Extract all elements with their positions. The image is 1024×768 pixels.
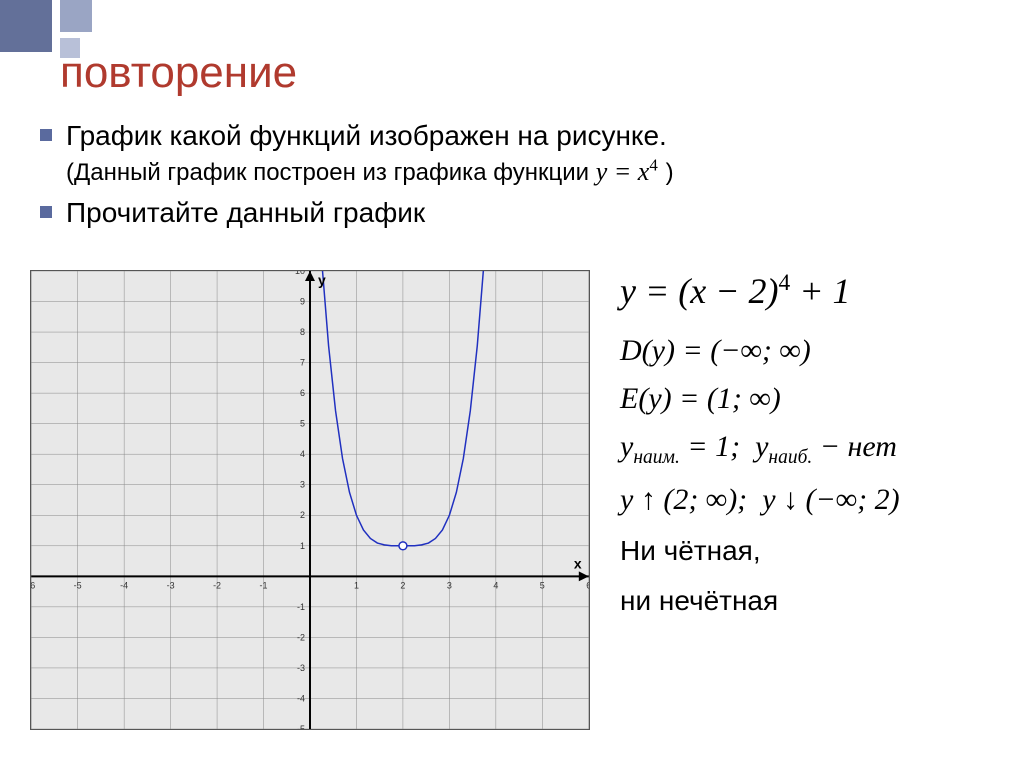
svg-text:9: 9 xyxy=(300,297,305,307)
svg-text:3: 3 xyxy=(300,480,305,490)
svg-text:4: 4 xyxy=(300,449,305,459)
content-row: -6-5-4-3-2-1123456-5-4-3-2-112345678910 … xyxy=(30,270,1010,730)
svg-text:-1: -1 xyxy=(297,602,305,612)
svg-text:-5: -5 xyxy=(74,580,82,590)
extrema-line: yнаим. = 1; yнаиб. − нет xyxy=(620,430,1010,469)
axis-label-x: x xyxy=(574,555,582,571)
svg-text:-2: -2 xyxy=(297,632,305,642)
bullet-text-1: График какой функций изображен на рисунк… xyxy=(66,118,674,189)
monotone-line: y ↑ (2; ∞); y ↓ (−∞; 2) xyxy=(620,483,1010,517)
bullet1-formula: y = x4 xyxy=(596,157,658,186)
math-column: y = (x − 2)4 + 1 D(y) = (−∞; ∞) E(y) = (… xyxy=(620,270,1010,730)
svg-text:8: 8 xyxy=(300,327,305,337)
svg-text:-6: -6 xyxy=(31,580,35,590)
svg-text:4: 4 xyxy=(493,580,498,590)
bullet-text-2: Прочитайте данный график xyxy=(66,195,425,230)
axes xyxy=(31,271,589,729)
svg-text:1: 1 xyxy=(300,541,305,551)
svg-text:6: 6 xyxy=(300,388,305,398)
svg-text:-5: -5 xyxy=(297,724,305,729)
graph-svg: -6-5-4-3-2-1123456-5-4-3-2-112345678910 … xyxy=(31,271,589,729)
range-line: E(y) = (1; ∞) xyxy=(620,382,1010,416)
deco-square-medium xyxy=(60,0,92,32)
bullet-marker-icon xyxy=(40,129,52,141)
bullet-marker-icon xyxy=(40,206,52,218)
vertex-marker xyxy=(399,542,407,550)
svg-text:1: 1 xyxy=(354,580,359,590)
graph-panel: -6-5-4-3-2-1123456-5-4-3-2-112345678910 … xyxy=(30,270,590,730)
svg-text:2: 2 xyxy=(300,510,305,520)
svg-text:-4: -4 xyxy=(297,693,305,703)
svg-text:6: 6 xyxy=(586,580,589,590)
svg-text:-4: -4 xyxy=(120,580,128,590)
svg-text:-3: -3 xyxy=(297,663,305,673)
bullet1-line2-suffix: ) xyxy=(666,159,674,186)
svg-text:7: 7 xyxy=(300,358,305,368)
deco-square-large xyxy=(0,0,52,52)
bullet1-line2-prefix: (Данный график построен из графика функц… xyxy=(66,159,596,186)
svg-text:-2: -2 xyxy=(213,580,221,590)
svg-text:5: 5 xyxy=(540,580,545,590)
svg-text:3: 3 xyxy=(447,580,452,590)
axis-label-y: y xyxy=(318,272,326,288)
main-formula: y = (x − 2)4 + 1 xyxy=(620,270,1010,312)
slide-title: повторение xyxy=(60,48,297,98)
bullet-item-1: График какой функций изображен на рисунк… xyxy=(40,118,970,189)
parity-line-2: ни нечётная xyxy=(620,585,1010,617)
bullet1-line1: График какой функций изображен на рисунк… xyxy=(66,120,667,151)
domain-line: D(y) = (−∞; ∞) xyxy=(620,334,1010,368)
svg-text:5: 5 xyxy=(300,419,305,429)
svg-text:2: 2 xyxy=(400,580,405,590)
bullet-list: График какой функций изображен на рисунк… xyxy=(40,118,970,236)
svg-text:10: 10 xyxy=(295,271,305,276)
parity-line-1: Ни чётная, xyxy=(620,535,1010,567)
svg-text:-1: -1 xyxy=(260,580,268,590)
svg-text:-3: -3 xyxy=(167,580,175,590)
bullet-item-2: Прочитайте данный график xyxy=(40,195,970,230)
